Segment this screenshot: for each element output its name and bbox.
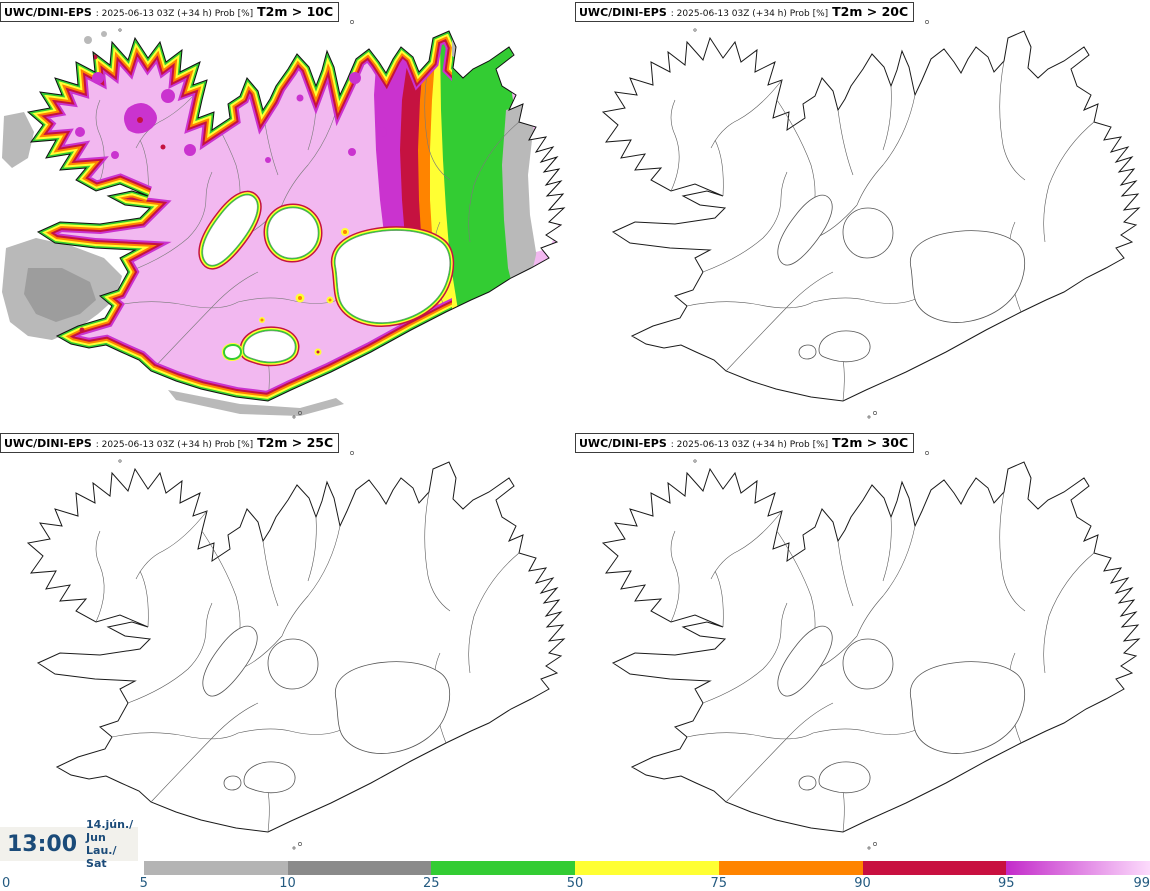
colorbar-segment xyxy=(718,861,863,875)
valid-date-line1: 14.jún./ Jun xyxy=(86,817,134,844)
colorbar-segment xyxy=(431,861,575,875)
threshold-label: T2m > 30C xyxy=(832,435,909,450)
threshold-label: T2m > 25C xyxy=(257,435,334,450)
valid-time: 13:00 xyxy=(7,831,78,857)
threshold-label: T2m > 20C xyxy=(832,4,909,19)
prob-map-t2m-20c[interactable] xyxy=(575,0,1150,430)
colorbar-scale xyxy=(143,861,1150,875)
map-title: UWC/DINI-EPS: 2025-06-13 03Z (+34 h) Pro… xyxy=(0,433,340,453)
model-name: UWC/DINI-EPS xyxy=(579,437,667,450)
colorbar-tick: 25 xyxy=(422,876,440,891)
colorbar-tick: 10 xyxy=(279,876,296,891)
panel-t2m-30c: UWC/DINI-EPS: 2025-06-13 03Z (+34 h) Pro… xyxy=(575,431,1150,861)
colorbar-segment xyxy=(143,861,288,875)
threshold-label: T2m > 10C xyxy=(257,4,334,19)
colorbar-segment xyxy=(862,861,1007,875)
valid-date-line2: Lau./ Sat xyxy=(86,844,117,871)
colorbar-segment xyxy=(1006,861,1150,875)
map-title: UWC/DINI-EPS: 2025-06-13 03Z (+34 h) Pro… xyxy=(575,433,915,453)
colorbar-ticks: 0 5 10 25 50 75 90 95 99 xyxy=(0,875,1150,891)
prob-map-t2m-25c[interactable] xyxy=(0,431,575,861)
run-info: : 2025-06-13 03Z (+34 h) Prob [%] xyxy=(95,9,254,19)
valid-time-box: 13:00 14.jún./ Jun Lau./ Sat xyxy=(0,818,138,870)
run-info: : 2025-06-13 03Z (+34 h) Prob [%] xyxy=(670,440,829,450)
colorbar-tick: 95 xyxy=(997,876,1015,891)
colorbar-tick: 90 xyxy=(854,876,871,891)
map-title: UWC/DINI-EPS: 2025-06-13 03Z (+34 h) Pro… xyxy=(0,2,340,22)
valid-date: 14.jún./ Jun Lau./ Sat xyxy=(86,818,138,871)
panel-t2m-25c: UWC/DINI-EPS: 2025-06-13 03Z (+34 h) Pro… xyxy=(0,431,575,861)
model-name: UWC/DINI-EPS xyxy=(4,437,92,450)
colorbar-tick: 5 xyxy=(139,876,148,891)
panel-t2m-10c: UWC/DINI-EPS: 2025-06-13 03Z (+34 h) Pro… xyxy=(0,0,575,430)
colorbar-tick: 0 xyxy=(2,876,11,891)
run-info: : 2025-06-13 03Z (+34 h) Prob [%] xyxy=(670,9,829,19)
map-title: UWC/DINI-EPS: 2025-06-13 03Z (+34 h) Pro… xyxy=(575,2,915,22)
prob-map-t2m-10c[interactable] xyxy=(0,0,575,430)
colorbar-segment xyxy=(575,861,719,875)
colorbar: 0 5 10 25 50 75 90 95 99 xyxy=(0,861,1150,891)
colorbar-tick: 99 xyxy=(1133,876,1150,891)
panel-t2m-20c: UWC/DINI-EPS: 2025-06-13 03Z (+34 h) Pro… xyxy=(575,0,1150,430)
run-info: : 2025-06-13 03Z (+34 h) Prob [%] xyxy=(95,440,254,450)
colorbar-segment xyxy=(287,861,432,875)
model-name: UWC/DINI-EPS xyxy=(4,6,92,19)
colorbar-tick: 75 xyxy=(710,876,728,891)
colorbar-tick: 50 xyxy=(566,876,584,891)
prob-map-t2m-30c[interactable] xyxy=(575,431,1150,861)
model-name: UWC/DINI-EPS xyxy=(579,6,667,19)
